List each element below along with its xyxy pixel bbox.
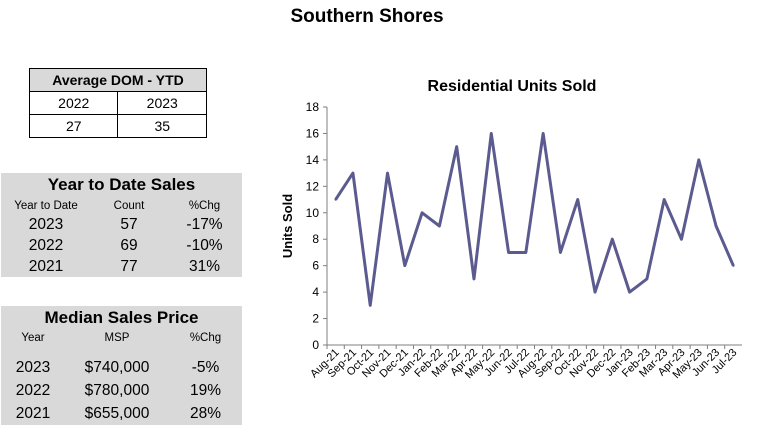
y-tick-label: 10: [306, 206, 320, 220]
data-point: [576, 198, 579, 201]
data-point: [732, 264, 735, 267]
data-point: [628, 290, 631, 294]
dom-year: 2022: [28, 91, 119, 115]
table-row: 2022 69 -10%: [1, 235, 242, 256]
data-point: [680, 238, 683, 241]
msp-change: 19%: [189, 381, 222, 399]
data-point: [714, 224, 718, 228]
msp-year: 2023: [15, 358, 51, 376]
y-tick-label: 2: [312, 312, 319, 326]
data-point: [438, 224, 441, 228]
data-point: [524, 251, 528, 254]
median-price-title: Median Sales Price: [44, 308, 199, 327]
dom-value: 35: [117, 114, 207, 138]
dom-title: Average DOM - YTD: [29, 68, 207, 92]
ytd-change: -17%: [186, 215, 223, 233]
data-point: [541, 132, 545, 135]
y-tick-labels: 0 2 4 6 8 10 12 14 16 18: [306, 100, 327, 352]
ytd-count: 57: [120, 215, 138, 233]
msp-change: -5%: [191, 358, 220, 376]
data-point: [403, 264, 407, 267]
msp-col-header: MSP: [104, 332, 130, 344]
series-line-group: [334, 131, 735, 307]
ytd-count: 69: [120, 236, 138, 254]
y-tick-label: 4: [312, 285, 319, 299]
msp-value: $740,000: [84, 358, 150, 376]
ytd-col-header: %Chg: [188, 199, 221, 212]
table-row: 2021 $655,000 28%: [1, 402, 242, 425]
msp-col-header: Year: [21, 332, 45, 344]
ytd-change: -10%: [186, 236, 223, 254]
data-point: [420, 211, 424, 214]
x-tick-labels: Aug-21Sep-21Oct-21Nov-21Dec-21Jan-22Feb-…: [308, 345, 739, 381]
dom-value: 27: [28, 114, 119, 138]
msp-value: $780,000: [84, 381, 150, 399]
y-tick-label: 8: [312, 232, 319, 246]
data-point: [490, 132, 493, 135]
data-point: [455, 145, 458, 148]
y-tick-label: 14: [306, 153, 320, 167]
data-point: [611, 238, 614, 241]
data-point: [645, 277, 649, 281]
y-tick-label: 0: [312, 338, 319, 352]
msp-year: 2022: [15, 381, 51, 399]
ytd-year: 2021: [28, 257, 64, 275]
chart-axes: [326, 107, 742, 346]
ytd-sales-panel: Year to Date Sales Year to Date Count %C…: [1, 173, 242, 277]
dom-table: Average DOM - YTD 2022 2023 27 35: [28, 68, 207, 138]
data-point: [351, 171, 355, 175]
chart-title: Residential Units Sold: [428, 78, 597, 95]
ytd-col-header: Year to Date: [14, 199, 78, 212]
table-row: 2022 $780,000 19%: [1, 379, 242, 402]
data-point: [662, 198, 666, 201]
units-sold-chart: Residential Units Sold Units Sold 0 2 4 6 8 1…: [280, 78, 742, 381]
ytd-year: 2022: [28, 236, 64, 254]
y-tick-label: 6: [312, 259, 319, 273]
data-point: [386, 171, 389, 175]
data-point: [507, 251, 510, 254]
data-point: [559, 251, 562, 254]
data-point: [697, 158, 700, 162]
dom-year: 2023: [117, 91, 207, 115]
msp-year: 2021: [15, 404, 51, 422]
y-tick-label: 18: [306, 100, 320, 114]
data-point: [472, 277, 476, 281]
series-line: [334, 131, 735, 307]
msp-change: 28%: [189, 404, 222, 422]
msp-value: $655,000: [84, 404, 150, 422]
ytd-count: 77: [120, 257, 138, 275]
ytd-sales-title: Year to Date Sales: [47, 175, 196, 194]
y-tick-label: 16: [306, 126, 320, 140]
data-point: [334, 198, 337, 201]
page-title: Southern Shores: [290, 6, 444, 27]
msp-col-header: %Chg: [189, 332, 222, 344]
table-row: 2021 77 31%: [1, 256, 242, 277]
data-point: [593, 290, 597, 294]
y-axis-label: Units Sold: [280, 194, 295, 258]
median-price-panel: Median Sales Price Year MSP %Chg 2023 $7…: [1, 306, 242, 425]
table-row: 2023 $740,000 -5%: [1, 356, 242, 379]
ytd-change: 31%: [188, 257, 221, 275]
ytd-col-header: Count: [113, 199, 145, 212]
table-row: 2023 57 -17%: [1, 214, 242, 235]
data-point: [369, 304, 372, 307]
y-tick-label: 12: [306, 179, 320, 193]
ytd-year: 2023: [28, 215, 64, 233]
